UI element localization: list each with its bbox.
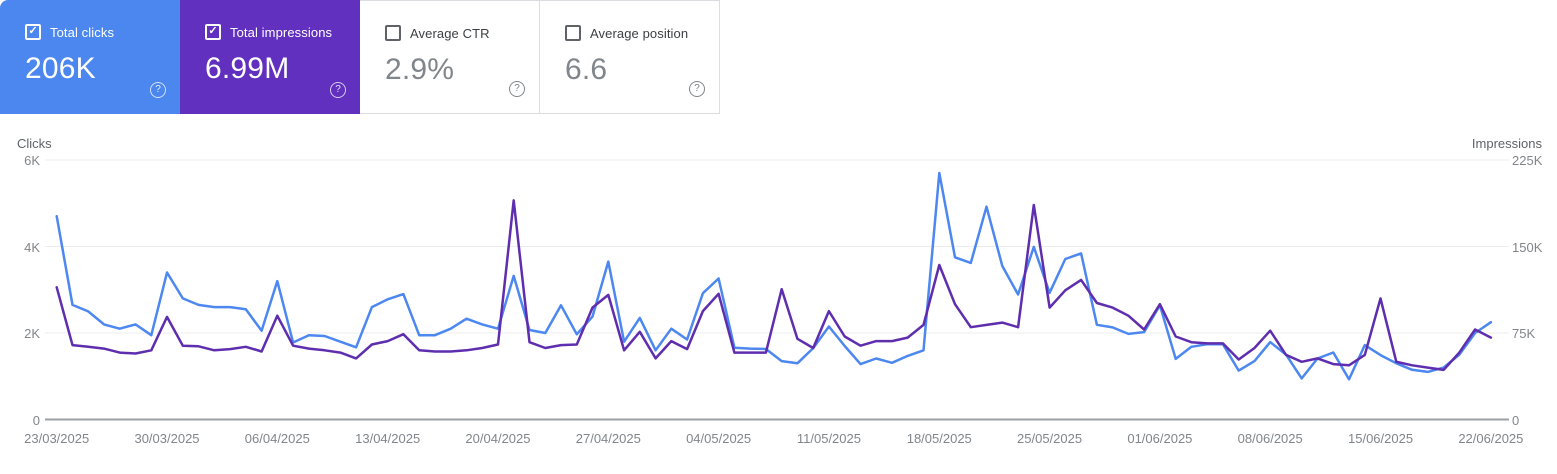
impressions-axis-tick-label: 0 xyxy=(1512,412,1520,428)
impressions-axis-tick-label: 75K xyxy=(1512,326,1536,341)
left-axis-title: Clicks xyxy=(17,136,52,151)
date-tick-label: 30/03/2025 xyxy=(134,431,200,446)
date-tick-label: 25/05/2025 xyxy=(1017,431,1083,446)
right-axis-title: Impressions xyxy=(1471,136,1542,151)
average-ctr-checkbox[interactable] xyxy=(385,25,401,41)
clicks-line xyxy=(55,171,1493,381)
checkmark-icon: ✓ xyxy=(28,25,38,37)
performance-chart[interactable]: Clicks Impressions 0 2K 4K 6K 0 75K 150K 225K 23… xyxy=(0,134,1557,474)
clicks-axis-tick-label: 6K xyxy=(24,153,40,168)
total-impressions-value: 6.99M xyxy=(205,52,290,85)
clicks-axis-tick-label: 0 xyxy=(32,412,40,428)
total-impressions-checkbox[interactable]: ✓ xyxy=(205,24,221,40)
impressions-axis-tick-label: 225K xyxy=(1512,153,1543,168)
total-impressions-label: Total impressions xyxy=(230,24,333,40)
average-position-card[interactable]: Average position 6.6 ? xyxy=(540,0,720,114)
average-position-checkbox[interactable] xyxy=(565,25,581,41)
date-tick-label: 01/06/2025 xyxy=(1127,431,1193,446)
impressions-line xyxy=(55,199,1493,372)
total-impressions-card[interactable]: ✓ Total impressions 6.99M ? xyxy=(180,0,360,114)
date-tick-label: 11/05/2025 xyxy=(796,431,861,446)
chart-plot-area[interactable] xyxy=(0,134,1557,474)
date-tick-label: 22/06/2025 xyxy=(1458,431,1524,446)
date-tick-label: 20/04/2025 xyxy=(465,431,531,446)
average-ctr-card[interactable]: Average CTR 2.9% ? xyxy=(360,0,540,114)
average-position-label: Average position xyxy=(590,25,689,41)
metric-cards-row: ✓ Total clicks 206K ? ✓ Total impression… xyxy=(0,0,720,114)
date-tick-label: 13/04/2025 xyxy=(355,431,421,446)
total-clicks-value: 206K xyxy=(25,52,96,85)
total-clicks-checkbox[interactable]: ✓ xyxy=(25,24,41,40)
average-position-value: 6.6 xyxy=(565,53,608,86)
help-icon[interactable]: ? xyxy=(330,82,346,98)
checkmark-icon: ✓ xyxy=(208,25,218,37)
average-ctr-label: Average CTR xyxy=(410,25,490,41)
date-tick-label: 27/04/2025 xyxy=(575,431,641,446)
impressions-axis-tick-label: 150K xyxy=(1512,239,1543,255)
date-tick-label: 08/06/2025 xyxy=(1237,431,1303,446)
total-clicks-card[interactable]: ✓ Total clicks 206K ? xyxy=(0,0,180,114)
date-tick-label: 23/03/2025 xyxy=(24,431,90,446)
average-ctr-value: 2.9% xyxy=(385,53,455,86)
date-tick-label: 06/04/2025 xyxy=(244,431,310,446)
help-icon[interactable]: ? xyxy=(689,81,705,97)
date-tick-label: 15/06/2025 xyxy=(1347,431,1414,446)
total-clicks-label: Total clicks xyxy=(50,24,115,40)
date-tick-label: 04/05/2025 xyxy=(686,431,752,446)
clicks-axis-tick-label: 2K xyxy=(24,326,40,341)
date-tick-label: 18/05/2025 xyxy=(906,431,972,446)
help-icon[interactable]: ? xyxy=(150,82,166,98)
clicks-axis-tick-label: 4K xyxy=(24,239,40,255)
help-icon[interactable]: ? xyxy=(509,81,525,97)
